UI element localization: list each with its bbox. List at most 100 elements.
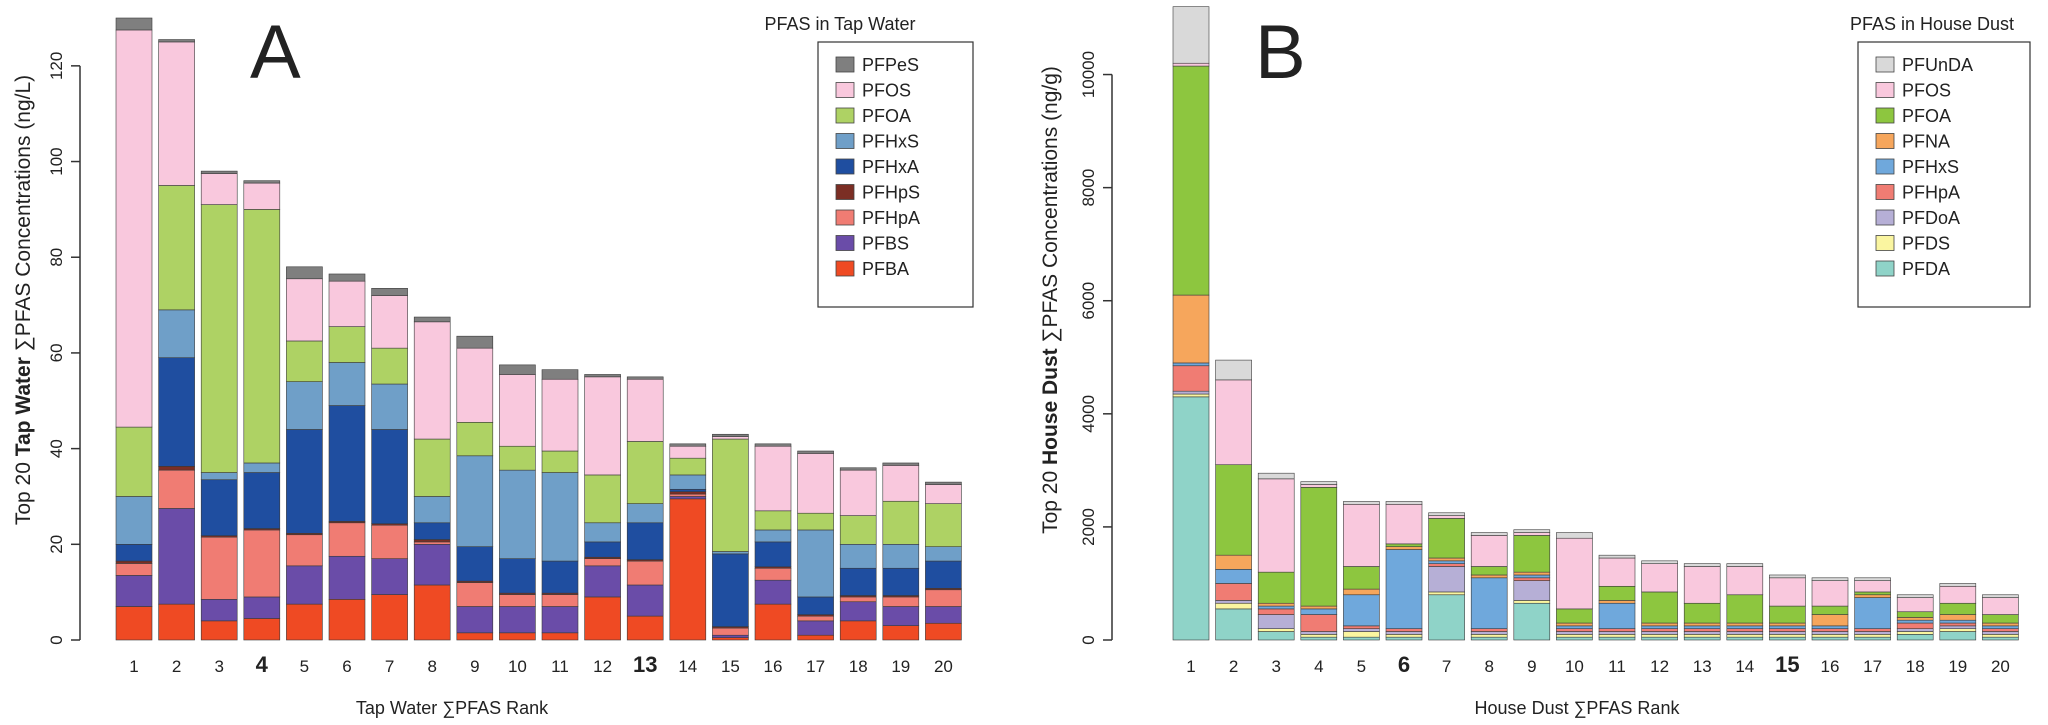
bar-segment-pfhxs	[1428, 560, 1465, 564]
bar-segment-pfhpa	[243, 529, 281, 598]
bar-segment-pfpes	[115, 17, 153, 31]
bar-segment-pfda	[1896, 634, 1934, 641]
bar-segment-pfos	[1598, 557, 1636, 587]
bar-segment-pfoa	[1811, 605, 1849, 615]
bar-segment-pfunda	[1769, 574, 1806, 579]
bar-segment-pfdoa	[1683, 631, 1721, 635]
legend-label: PFPeS	[862, 55, 919, 75]
bar-segment-pfunda	[1470, 532, 1508, 536]
bar-segment-pfdoa	[1982, 631, 2019, 635]
x-tick-label: 11	[1608, 657, 1626, 676]
bar-segment-pfhpa	[669, 493, 707, 497]
legend-label: PFUnDA	[1902, 55, 1973, 75]
bar-segment-pfhxa	[499, 558, 536, 594]
bar-segment-pfunda	[1257, 472, 1295, 480]
bar-segment-pfoa	[1172, 65, 1210, 296]
bar-segment-pfhpa	[200, 536, 238, 600]
bar-segment-pfoa	[1939, 602, 1977, 615]
y-tick-label: 80	[47, 248, 66, 267]
bar-segment-pfbs	[328, 555, 366, 600]
legend-swatch-pfoa	[835, 107, 855, 124]
bar-segment-pfpes	[626, 376, 664, 380]
bar-segment-pfos	[754, 445, 792, 512]
bar-segment-pfhxa	[882, 567, 920, 596]
bar-segment-pfoa	[669, 457, 707, 476]
bar-segment-pfda	[1385, 636, 1423, 641]
legend-swatch-pfunda	[1875, 56, 1895, 73]
bar-segment-pfna	[1982, 622, 2019, 627]
bar-segment-pfunda	[1641, 560, 1678, 564]
bar-segment-pfna	[1428, 557, 1465, 562]
legend-label: PFOA	[862, 106, 911, 126]
bar-segment-pfhpa	[158, 469, 195, 509]
bar-segment-pfunda	[1854, 577, 1891, 581]
bar-segment-pfbs	[115, 575, 153, 607]
bar-segment-pfoa	[1982, 614, 2019, 624]
y-tick-label: 60	[47, 343, 66, 362]
bar-segment-pfhps	[669, 491, 707, 495]
bar-segment-pfba	[371, 594, 408, 641]
bar-segment-pfpes	[243, 180, 281, 184]
bar-segment-pfhpa	[541, 594, 579, 607]
bar-segment-pfbs	[499, 606, 536, 634]
bar-segment-pfos	[1513, 532, 1551, 536]
bar-segment-pfos	[1896, 597, 1934, 613]
bar-segment-pfoa	[499, 445, 536, 471]
bar-segment-pfhxs	[286, 381, 323, 430]
bar-segment-pfhpa	[1257, 608, 1295, 615]
bar-segment-pfhxa	[839, 567, 877, 596]
bar-segment-pfhpa	[456, 582, 494, 607]
bar-segment-pfba	[286, 603, 323, 641]
bar-segment-pfna	[1513, 571, 1551, 576]
bar-segment-pfoa	[541, 450, 579, 473]
bar-segment-pfoa	[371, 347, 408, 385]
bar-segment-pfhpa	[754, 567, 792, 581]
x-tick-label: 9	[470, 657, 479, 676]
bar-segment-pfpes	[584, 374, 621, 378]
bar-segment-pfba	[200, 620, 238, 641]
legend-label: PFOA	[1902, 106, 1951, 126]
bar-segment-pfna	[1257, 602, 1295, 607]
bar-segment-pfba	[797, 634, 834, 641]
bar-segment-pfbs	[158, 508, 195, 605]
bar-segment-pfhxs	[243, 462, 281, 473]
bar-segment-pfna	[1854, 594, 1891, 598]
bar-segment-pfhxs	[1641, 625, 1678, 629]
bar-segment-pfos	[1811, 580, 1849, 607]
bar-segment-pfpes	[413, 316, 451, 323]
bar-segment-pfna	[1385, 546, 1423, 550]
bar-segment-pfoa	[1343, 566, 1380, 590]
x-tick-label: 15	[721, 657, 740, 676]
bar-segment-pfpes	[456, 335, 494, 349]
bar-segment-pfhpa	[1854, 628, 1891, 632]
x-tick-label: 1	[1186, 657, 1195, 676]
bar-segment-pfds	[1385, 634, 1423, 638]
bar-segment-pfbs	[754, 579, 792, 605]
bar-segment-pfbs	[882, 606, 920, 626]
legend-label: PFDA	[1902, 259, 1950, 279]
bar-segment-pfunda	[1726, 563, 1764, 567]
bar-segment-pfhpa	[1982, 628, 2019, 632]
bar-segment-pfhxs	[1172, 362, 1210, 367]
legend-label: PFBA	[862, 259, 909, 279]
panel-b-letter: B	[1255, 10, 1306, 95]
bar-segment-pfds	[1428, 591, 1465, 596]
bar-segment-pfds	[1215, 602, 1252, 610]
bar-segment-pfos	[1641, 563, 1678, 593]
bar-segment-pfos	[456, 347, 494, 423]
bar-segment-pfpes	[669, 443, 707, 447]
x-tick-label: 8	[427, 657, 436, 676]
bar-segment-pfos	[499, 374, 536, 447]
bar-segment-pfoa	[1257, 571, 1295, 604]
bar-segment-pfba	[243, 618, 281, 641]
legend-swatch-pfhxa	[835, 158, 855, 175]
x-tick-label: 2	[172, 657, 181, 676]
bar-segment-pfds	[1257, 628, 1295, 632]
bar-segment-pfhpa	[1215, 583, 1252, 601]
x-tick-label: 14	[1735, 657, 1754, 676]
panel-a-x-tick-labels: 1 2 3 4 5 6 7 8 9 10 11 12 13 14 15 16 17 18 19 20	[129, 652, 953, 677]
legend-swatch-pfdoa	[1875, 209, 1895, 226]
bar-segment-pfos	[115, 29, 153, 428]
bar-segment-pfhxs	[1854, 597, 1891, 629]
bar-segment-pfba	[328, 599, 366, 641]
